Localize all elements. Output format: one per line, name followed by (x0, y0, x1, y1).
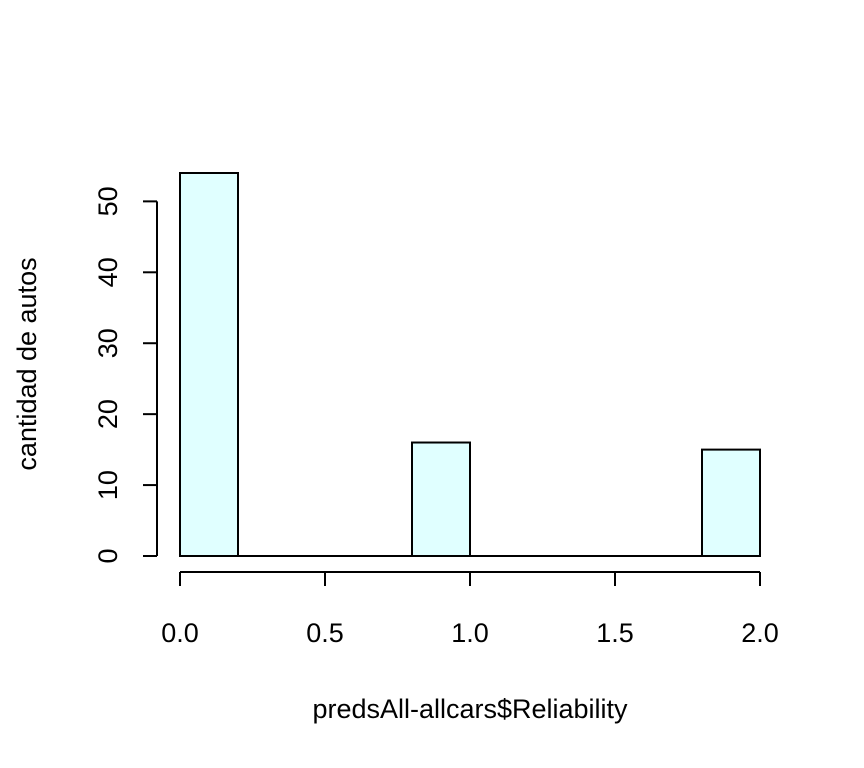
y-tick-label: 30 (93, 328, 123, 358)
x-tick-label: 0.5 (306, 618, 344, 648)
y-tick-label: 0 (93, 548, 123, 563)
y-tick-label: 50 (93, 186, 123, 216)
y-tick-label: 10 (93, 470, 123, 500)
x-tick-label: 0.0 (161, 618, 199, 648)
y-tick-label: 20 (93, 399, 123, 429)
bars-group (179, 172, 761, 558)
histogram-bar (701, 448, 761, 557)
y-axis: 0 10 20 30 40 50 (93, 186, 158, 564)
histogram-bar (179, 172, 239, 557)
x-axis: 0.0 0.5 1.0 1.5 2.0 (161, 571, 779, 648)
histogram-bar (411, 441, 471, 558)
x-tick-label: 1.5 (596, 618, 634, 648)
y-tick-label: 40 (93, 257, 123, 287)
x-tick-label: 1.0 (451, 618, 489, 648)
x-axis-title: predsAll-allcars$Reliability (312, 694, 628, 724)
x-tick-label: 2.0 (741, 618, 779, 648)
y-axis-title: cantidad de autos (12, 257, 42, 470)
